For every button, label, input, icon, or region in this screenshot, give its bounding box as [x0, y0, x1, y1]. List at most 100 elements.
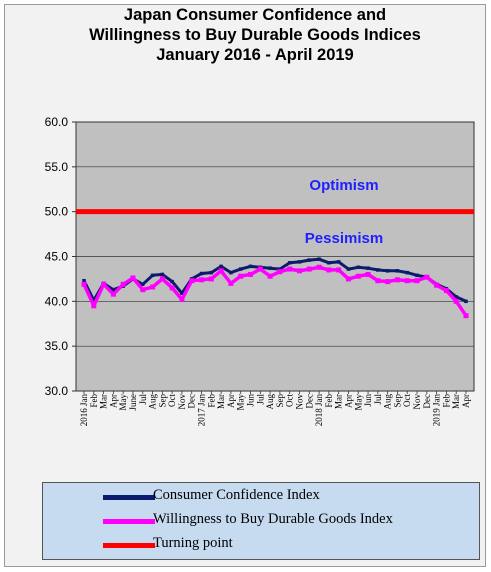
- durable-goods-point: [443, 288, 449, 294]
- consumer-confidence-point: [317, 257, 321, 261]
- consumer-confidence-point: [356, 265, 361, 270]
- x-tick-label: Aug: [383, 394, 393, 410]
- y-tick-label: 45.0: [45, 250, 69, 264]
- consumer-confidence-point: [180, 291, 184, 296]
- consumer-confidence-point: [366, 266, 370, 270]
- x-tick-label: Mar: [451, 394, 461, 409]
- x-tick-label: Feb: [206, 394, 216, 408]
- durable-goods-point: [267, 273, 273, 279]
- pessimism-label: Pessimism: [305, 230, 383, 247]
- x-tick-label: Mar: [216, 394, 226, 409]
- durable-goods-point: [150, 284, 156, 290]
- x-tick-label: Aug: [265, 394, 275, 410]
- x-tick-label: Nov: [412, 394, 422, 410]
- durable-goods-line: [82, 265, 468, 317]
- y-tick-label: 30.0: [45, 384, 69, 398]
- title-line-2: Willingness to Buy Durable Goods Indices: [89, 26, 421, 44]
- x-tick-label: Apr: [226, 394, 236, 408]
- consumer-confidence-point: [415, 273, 419, 278]
- optimism-label: Optimism: [309, 177, 378, 194]
- durable-goods-point: [208, 276, 214, 282]
- x-tick-label: Nov: [177, 394, 187, 410]
- x-tick-label: Jul: [255, 394, 265, 405]
- x-tick-label: Mar: [334, 394, 344, 409]
- x-tick-label: 2019 Jan: [432, 394, 442, 427]
- x-tick-label: Dec: [187, 394, 197, 409]
- legend-label-durable-goods: Willingness to Buy Durable Goods Index: [153, 511, 393, 527]
- x-tick-label: Feb: [441, 394, 451, 408]
- x-tick-label: 2016 Jan: [79, 394, 89, 427]
- consumer-confidence-point: [219, 264, 223, 269]
- durable-goods-point: [189, 278, 195, 284]
- consumer-confidence-point: [141, 282, 145, 287]
- durable-goods-point: [91, 303, 97, 309]
- durable-goods-point: [218, 268, 224, 274]
- durable-goods-point: [130, 275, 136, 281]
- durable-goods-point: [277, 269, 283, 275]
- durable-goods-point: [463, 313, 469, 319]
- legend-swatch-durable-goods: [103, 519, 155, 524]
- x-tick-label: Dec: [304, 394, 314, 409]
- x-tick-label: Jun: [363, 394, 373, 407]
- x-tick-label: Jul: [138, 394, 148, 405]
- x-tick-label: Aug: [148, 394, 158, 410]
- consumer-confidence-point: [170, 279, 174, 284]
- durable-goods-point: [453, 298, 459, 304]
- x-tick-label: Sep: [392, 394, 402, 408]
- consumer-confidence-point: [150, 273, 155, 278]
- legend: Consumer Confidence Index Willingness to…: [42, 482, 480, 560]
- durable-goods-point: [110, 291, 116, 297]
- durable-goods-point: [326, 267, 332, 273]
- x-tick-label: June: [128, 394, 138, 411]
- consumer-confidence-point: [160, 272, 165, 277]
- x-tick-label: Jun: [246, 394, 256, 407]
- durable-goods-point: [179, 297, 185, 303]
- x-tick-label: May: [353, 394, 363, 411]
- y-tick-label: 55.0: [45, 160, 69, 174]
- x-tick-label: Jul: [373, 394, 383, 405]
- consumer-confidence-point: [336, 260, 341, 264]
- durable-goods-point: [316, 264, 322, 270]
- legend-item-durable-goods: Willingness to Buy Durable Goods Index: [43, 509, 479, 531]
- durable-goods-point: [385, 279, 391, 285]
- x-tick-label: 2017 Jan: [197, 394, 207, 427]
- legend-label-turning-point: Turning point: [153, 535, 233, 551]
- consumer-confidence-point: [238, 267, 243, 271]
- title-line-3: January 2016 - April 2019: [156, 46, 354, 64]
- consumer-confidence-point: [82, 278, 86, 283]
- y-tick-label: 40.0: [45, 294, 69, 308]
- x-tick-label: 2018 Jan: [314, 394, 324, 427]
- durable-goods-point: [365, 271, 371, 277]
- x-tick-label: Sep: [275, 394, 285, 408]
- consumer-confidence-point: [92, 298, 96, 303]
- x-tick-label: Mar: [99, 394, 109, 409]
- consumer-confidence-line: [82, 257, 467, 303]
- x-tick-label: Oct: [285, 394, 295, 407]
- consumer-confidence-point: [297, 260, 302, 264]
- consumer-confidence-point: [376, 268, 380, 272]
- durable-goods-point: [336, 267, 342, 273]
- consumer-confidence-point: [464, 299, 468, 304]
- chart-title: Japan Consumer Confidence and Willingnes…: [65, 5, 445, 65]
- x-tick-label: May: [236, 394, 246, 411]
- consumer-confidence-point: [405, 270, 409, 275]
- durable-goods-point: [404, 278, 410, 284]
- consumer-confidence-point: [385, 269, 390, 273]
- consumer-confidence-point: [248, 264, 253, 269]
- y-tick-label: 50.0: [45, 205, 69, 219]
- durable-goods-point: [120, 281, 126, 287]
- durable-goods-point: [306, 266, 312, 272]
- legend-label-consumer-confidence: Consumer Confidence Index: [153, 487, 320, 503]
- legend-item-consumer-confidence: Consumer Confidence Index: [43, 485, 479, 507]
- durable-goods-point: [394, 277, 400, 283]
- consumer-confidence-point: [327, 261, 331, 265]
- consumer-confidence-point: [111, 287, 116, 292]
- durable-goods-point: [424, 274, 430, 280]
- durable-goods-point: [81, 281, 87, 287]
- consumer-confidence-point: [229, 270, 233, 275]
- durable-goods-point: [257, 266, 263, 272]
- consumer-confidence-point: [199, 271, 204, 276]
- durable-goods-point: [228, 280, 234, 286]
- durable-goods-point: [101, 281, 107, 287]
- durable-goods-point: [355, 273, 361, 279]
